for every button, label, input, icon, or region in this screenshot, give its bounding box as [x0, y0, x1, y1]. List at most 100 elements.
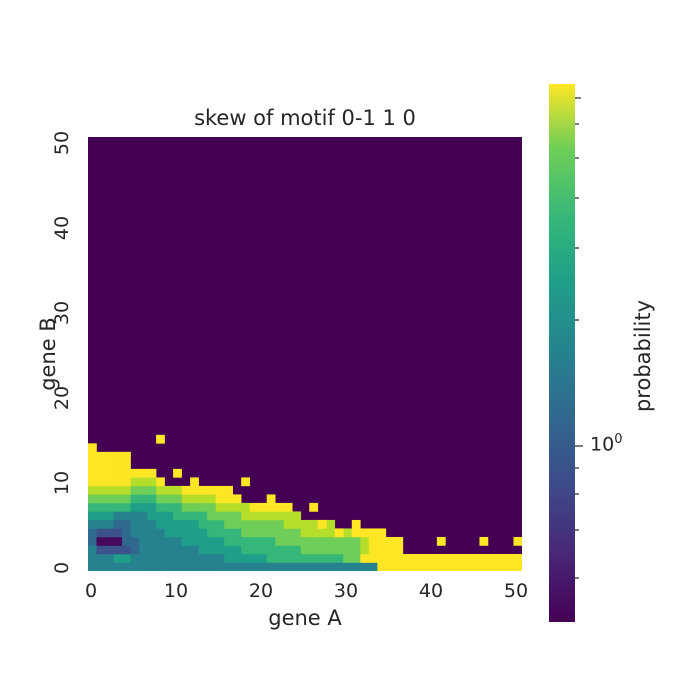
heatmap-cell	[113, 451, 123, 461]
heatmap-cell	[122, 511, 131, 521]
heatmap-cell	[215, 545, 225, 555]
heatmap-cell	[266, 536, 276, 546]
heatmap-cell	[241, 502, 250, 512]
heatmap-cell	[173, 485, 182, 495]
heatmap-cell	[156, 502, 165, 512]
heatmap-cell	[113, 485, 123, 495]
heatmap-cell	[113, 502, 123, 512]
heatmap-cell	[207, 536, 216, 546]
x-tick-30: 30	[333, 580, 359, 602]
heatmap-cell	[317, 536, 327, 546]
heatmap-cell	[122, 519, 131, 529]
heatmap-cell	[181, 511, 191, 521]
heatmap-cell	[258, 511, 268, 521]
heatmap-cell	[249, 519, 259, 529]
heatmap-cell	[198, 485, 208, 495]
heatmap-cell	[377, 553, 387, 563]
heatmap-cell	[275, 519, 285, 529]
heatmap-cell	[513, 536, 522, 546]
heatmap-cell	[122, 562, 131, 571]
heatmap-cell	[215, 511, 225, 521]
heatmap-cell	[283, 519, 293, 529]
heatmap-cell	[326, 519, 336, 529]
heatmap-cell	[88, 451, 97, 461]
y-tick-30: 30	[51, 300, 73, 326]
heatmap-cell	[283, 511, 293, 521]
heatmap-cell	[292, 528, 302, 538]
heatmap-cell	[122, 502, 131, 512]
heatmap-cell	[300, 562, 310, 571]
heatmap-cell	[164, 562, 174, 571]
heatmap-cell	[479, 553, 489, 563]
heatmap-cell	[173, 536, 182, 546]
heatmap-cell	[88, 468, 97, 478]
heatmap-cell	[377, 545, 387, 555]
heatmap-cell	[326, 536, 336, 546]
heatmap-cell	[377, 528, 387, 538]
heatmap-cell	[351, 536, 361, 546]
heatmap-cell	[334, 553, 344, 563]
heatmap-cell	[96, 502, 106, 512]
heatmap-cell	[351, 562, 361, 571]
heatmap-cell	[470, 553, 480, 563]
heatmap-cell	[249, 511, 259, 521]
heatmap-cell	[241, 528, 250, 538]
heatmap-cell	[113, 511, 123, 521]
heatmap-cell	[343, 528, 353, 538]
heatmap-cell	[462, 553, 472, 563]
heatmap-cell	[241, 545, 250, 555]
heatmap-cell	[266, 502, 276, 512]
heatmap-cell	[147, 502, 157, 512]
heatmap-cell	[139, 528, 148, 538]
heatmap-cell	[453, 562, 463, 571]
heatmap-cell	[258, 528, 268, 538]
heatmap-cell	[173, 562, 182, 571]
y-tick-40: 40	[51, 215, 73, 241]
heatmap-cell	[113, 494, 123, 504]
heatmap-cell	[232, 536, 242, 546]
heatmap-cell	[224, 502, 233, 512]
heatmap-cell	[173, 502, 182, 512]
heatmap-cell	[164, 528, 174, 538]
heatmap-cell	[249, 502, 259, 512]
heatmap-cell	[139, 477, 148, 487]
heatmap-cell	[419, 562, 429, 571]
heatmap-cell	[122, 485, 131, 495]
heatmap-cell	[190, 528, 199, 538]
heatmap-cell	[504, 562, 514, 571]
heatmap-cell	[385, 553, 395, 563]
heatmap-cell	[156, 536, 165, 546]
heatmap-cell	[317, 553, 327, 563]
heatmap-cell	[190, 519, 199, 529]
heatmap-cell	[173, 511, 182, 521]
heatmap-cell	[377, 562, 387, 571]
heatmap-cell	[445, 562, 455, 571]
heatmap-cell	[164, 485, 174, 495]
heatmap-cell	[419, 553, 429, 563]
heatmap-cell	[207, 511, 216, 521]
heatmap-cell	[96, 528, 106, 538]
heatmap-cell	[249, 545, 259, 555]
heatmap-cell	[147, 468, 157, 478]
heatmap-cell	[147, 528, 157, 538]
heatmap-cell	[309, 553, 319, 563]
heatmap-cell	[334, 528, 344, 538]
heatmap-cell	[88, 460, 97, 470]
heatmap-cell	[411, 562, 421, 571]
heatmap-cell	[402, 553, 412, 563]
heatmap-cell	[436, 536, 446, 546]
heatmap-cell	[88, 562, 97, 571]
heatmap-cell	[343, 553, 353, 563]
heatmap-cell	[504, 553, 514, 563]
heatmap-cell	[496, 562, 506, 571]
heatmap-cell	[105, 511, 114, 521]
heatmap-cell	[249, 528, 259, 538]
heatmap-cell	[130, 519, 140, 529]
heatmap-cell	[130, 468, 140, 478]
heatmap-cell	[292, 545, 302, 555]
heatmap-cell	[88, 494, 97, 504]
heatmap-cell	[258, 502, 268, 512]
heatmap-cell	[300, 536, 310, 546]
heatmap-cell	[317, 562, 327, 571]
heatmap-cell	[190, 553, 199, 563]
